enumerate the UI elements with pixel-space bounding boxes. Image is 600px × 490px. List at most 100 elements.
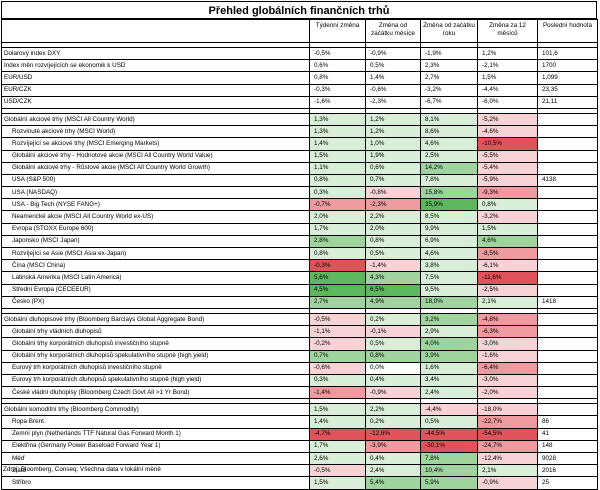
12m-change-cell: -6,1%: [477, 259, 538, 273]
instrument-name: USA (S&P 500): [1, 173, 310, 188]
last-value-cell: 86: [537, 415, 598, 429]
table-row: Globální komoditní trhy (Bloomberg Commo…: [1, 403, 598, 417]
last-value-cell: [537, 361, 598, 375]
last-value-cell: 4138: [537, 173, 598, 188]
12m-change-cell: -18,0%: [477, 403, 538, 417]
instrument-name: Rozvíjející se akciové trhy (MSCI Emergi…: [1, 137, 310, 151]
ytd-change-cell: 3,9%: [420, 349, 478, 363]
last-value-cell: 9028: [537, 451, 598, 466]
mtd-change-cell: 1,2%: [365, 112, 421, 127]
mtd-change-cell: -0,6%: [365, 83, 421, 97]
mtd-change-cell: 1,9%: [365, 149, 421, 163]
weekly-change-cell: 2,7%: [309, 295, 366, 309]
weekly-change-cell: -0,3%: [309, 83, 366, 97]
last-value-cell: 1700: [537, 59, 598, 73]
weekly-change-cell: 1,4%: [309, 415, 366, 429]
weekly-change-cell: 0,3%: [309, 373, 366, 388]
weekly-change-cell: -0,3%: [309, 259, 366, 273]
table-row: Latinská Amerika (MSCI Latin America) 5,6…: [1, 271, 598, 285]
mtd-change-cell: 4,9%: [365, 295, 421, 309]
ytd-change-cell: 3,8%: [420, 259, 478, 273]
table-row: Globální dluhopisové trhy (Bloomberg Bar…: [1, 312, 598, 327]
header-mtd-change: Změna od začátku měsíce: [365, 19, 421, 43]
last-value-cell: [537, 186, 598, 200]
source-note: Zdroj: Bloomberg, Conseq; Všechna data v…: [3, 466, 161, 473]
ytd-change-cell: 18,0%: [420, 295, 478, 309]
weekly-change-cell: 0,3%: [309, 186, 366, 200]
instrument-name: Česko (PX): [1, 295, 310, 309]
last-value-cell: 23,35: [537, 83, 598, 97]
table-row: Rozvinuté akciové trhy (MSCI World) 1,3% 1…: [1, 125, 598, 139]
table-row: Globální trhy korporátních dluhopisů spe…: [1, 349, 598, 363]
instrument-name: Neamerické akcie (MSCI All Country World…: [1, 210, 310, 224]
ytd-change-cell: 4,0%: [420, 337, 478, 351]
instrument-name: Ropa Brent: [1, 415, 310, 429]
weekly-change-cell: 0,8%: [309, 71, 366, 85]
ytd-change-cell: 9,5%: [420, 283, 478, 297]
group-separator: [1, 307, 598, 314]
table-row: USA - Big Tech (NYSE FANG+) -0,7% -2,3% 35,…: [1, 198, 598, 212]
ytd-change-cell: 8,1%: [420, 112, 478, 127]
weekly-change-cell: 0,8%: [309, 246, 366, 261]
mtd-change-cell: 1,0%: [365, 137, 421, 151]
table-row: Globální trhy korporátních dluhopisů inv…: [1, 337, 598, 351]
ytd-change-cell: 0,5%: [420, 415, 478, 429]
last-value-cell: 148: [537, 439, 598, 454]
mtd-change-cell: 2,0%: [365, 222, 421, 236]
mtd-change-cell: 2,2%: [365, 403, 421, 417]
ytd-change-cell: 2,5%: [420, 149, 478, 163]
last-value-cell: 41: [537, 427, 598, 441]
mtd-change-cell: 4,3%: [365, 271, 421, 285]
instrument-name: Globální trhy korporátních dluhopisů spe…: [1, 349, 310, 363]
mtd-change-cell: 0,5%: [365, 337, 421, 351]
12m-change-cell: -4,8%: [477, 312, 538, 327]
ytd-change-cell: 9,9%: [420, 222, 478, 236]
instrument-name: Eurový trh korporátních dluhopisů spekul…: [1, 373, 310, 388]
last-value-cell: [537, 337, 598, 351]
header-row: Týdenní změna Změna od začátku měsíce Zm…: [1, 19, 598, 43]
instrument-name: Eurový trh korporátních dluhopisů invest…: [1, 361, 310, 375]
weekly-change-cell: -1,1%: [309, 325, 366, 339]
ytd-change-cell: 3,4%: [420, 373, 478, 388]
ytd-change-cell: 2,7%: [420, 71, 478, 85]
last-value-cell: [537, 312, 598, 327]
last-value-cell: [537, 349, 598, 363]
last-value-cell: 101,6: [537, 46, 598, 61]
table-row: Elektřina (Germany Power Baseload Forwar…: [1, 439, 598, 454]
12m-change-cell: -22,7%: [477, 415, 538, 429]
table-row: Eurový trh korporátních dluhopisů spekul…: [1, 373, 598, 388]
ytd-change-cell: 10,4%: [420, 464, 478, 478]
last-value-cell: [537, 271, 598, 285]
ytd-change-cell: 7,8%: [420, 451, 478, 466]
instrument-name: Globální akciové trhy (MSCI All Country …: [1, 112, 310, 127]
last-value-cell: [537, 246, 598, 261]
table-row: Rozvíjející se Asie (MSCI Asia ex-Japan)…: [1, 246, 598, 261]
table-row: EUR/USD 0,8% 1,4% 2,7% 1,5% 1,099: [1, 71, 598, 85]
mtd-change-cell: 0,5%: [365, 246, 421, 261]
weekly-change-cell: 1,5%: [309, 149, 366, 163]
table-row: Globální akciové trhy - Hodnotové akcie …: [1, 149, 598, 163]
mtd-change-cell: -2,3%: [365, 95, 421, 109]
instrument-name: Čína (MSCI China): [1, 259, 310, 273]
weekly-change-cell: 5,6%: [309, 271, 366, 285]
last-value-cell: 21,11: [537, 95, 598, 109]
weekly-change-cell: 1,4%: [309, 137, 366, 151]
table-row: Čína (MSCI China) -0,3% -1,4% 3,8% -6,1%: [1, 259, 598, 273]
last-value-cell: [537, 373, 598, 388]
instrument-name: Střední Evropa (CECEEUR): [1, 283, 310, 297]
table-row: Index měn rozvíjejících se ekonomik k US…: [1, 59, 598, 73]
table-row: Globální akciové trhy - Růstové akcie (M…: [1, 161, 598, 175]
last-value-cell: [537, 137, 598, 151]
ytd-change-cell: 8,6%: [420, 125, 478, 139]
12m-change-cell: -12,4%: [477, 451, 538, 466]
12m-change-cell: 0,8%: [477, 198, 538, 212]
last-value-cell: 1418: [537, 295, 598, 309]
weekly-change-cell: -0,7%: [309, 198, 366, 212]
ytd-change-cell: 2,3%: [420, 59, 478, 73]
weekly-change-cell: 2,6%: [309, 451, 366, 466]
instrument-name: Zemní plyn (Netherlands TTF Natural Gas …: [1, 427, 310, 441]
12m-change-cell: -5,9%: [477, 173, 538, 188]
weekly-change-cell: -1,4%: [309, 386, 366, 400]
weekly-change-cell: 1,1%: [309, 161, 366, 175]
